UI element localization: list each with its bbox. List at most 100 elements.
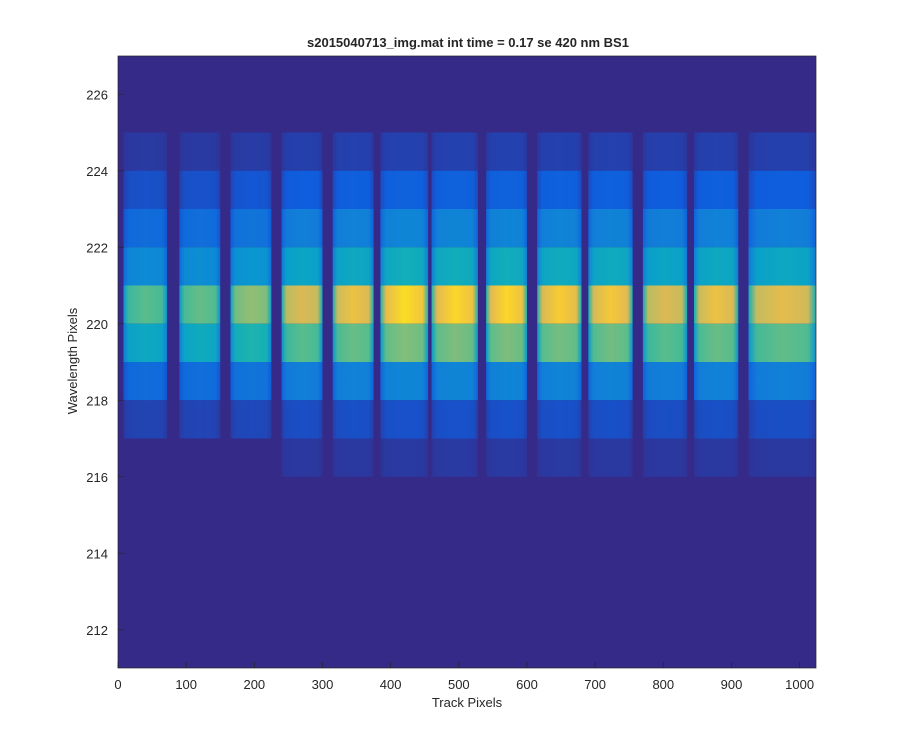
x-tick-label: 100: [175, 677, 197, 692]
heatmap-cell: [380, 400, 429, 439]
track-band: [537, 132, 582, 477]
track-band: [179, 132, 221, 439]
heatmap-cell: [486, 362, 527, 401]
track-band: [748, 132, 816, 477]
heatmap-cell: [537, 323, 582, 362]
heatmap-cell: [486, 132, 527, 171]
heatmap-cell: [588, 362, 633, 401]
y-axis: 212 214 216 218 220 222 224 226: [86, 87, 124, 638]
y-tick-label: 224: [86, 164, 108, 179]
heatmap-cell: [642, 209, 688, 248]
heatmap-cell: [748, 209, 816, 248]
heatmap-cell: [380, 170, 429, 209]
x-tick-label: 700: [584, 677, 606, 692]
y-axis-label: Wavelength Pixels: [65, 307, 80, 414]
heatmap-cell: [179, 132, 221, 171]
track-band: [230, 132, 272, 439]
heatmap-cell: [281, 247, 323, 286]
heatmap-cell: [332, 285, 374, 324]
heatmap-cell: [588, 285, 633, 324]
heatmap-cell: [281, 400, 323, 439]
heatmap-cell: [748, 285, 816, 324]
heatmap-cell: [123, 170, 168, 209]
heatmap-cell: [431, 132, 478, 171]
heatmap-cell: [380, 132, 429, 171]
track-band: [431, 132, 478, 477]
heatmap-cell: [380, 362, 429, 401]
heatmap-cell: [179, 323, 221, 362]
y-tick-label: 212: [86, 623, 108, 638]
heatmap-cell: [380, 285, 429, 324]
heatmap-cell: [380, 438, 429, 477]
heatmap-cell: [431, 209, 478, 248]
heatmap-cell: [281, 285, 323, 324]
heatmap-cell: [588, 209, 633, 248]
heatmap-cell: [123, 132, 168, 171]
heatmap-cell: [588, 170, 633, 209]
heatmap-cell: [380, 323, 429, 362]
heatmap-cell: [748, 362, 816, 401]
track-band: [123, 132, 168, 439]
heatmap-cell: [693, 132, 739, 171]
heatmap-cell: [693, 247, 739, 286]
heatmap-cell: [693, 209, 739, 248]
heatmap-cell: [431, 285, 478, 324]
heatmap-cell: [230, 400, 272, 439]
heatmap-cell: [431, 400, 478, 439]
x-tick-label: 900: [721, 677, 743, 692]
heatmap-cell: [431, 362, 478, 401]
heatmap-cell: [748, 247, 816, 286]
heatmap-cell: [642, 132, 688, 171]
x-tick-label: 300: [312, 677, 334, 692]
heatmap-cell: [693, 400, 739, 439]
y-tick-label: 220: [86, 317, 108, 332]
heatmap-cell: [537, 209, 582, 248]
heatmap-cell: [332, 209, 374, 248]
heatmap-cell: [230, 209, 272, 248]
heatmap-cell: [281, 362, 323, 401]
heatmap-cell: [486, 285, 527, 324]
heatmap-cell: [748, 438, 816, 477]
heatmap-cell: [332, 362, 374, 401]
heatmap-cell: [588, 323, 633, 362]
heatmap-cell: [748, 400, 816, 439]
x-tick-label: 0: [114, 677, 121, 692]
x-tick-label: 1000: [785, 677, 814, 692]
track-band: [642, 132, 688, 477]
heatmap-cell: [588, 400, 633, 439]
heatmap-cell: [332, 170, 374, 209]
y-tick-label: 214: [86, 546, 108, 561]
heatmap-cell: [693, 323, 739, 362]
heatmap-cell: [748, 323, 816, 362]
heatmap-cell: [431, 170, 478, 209]
y-tick-label: 222: [86, 240, 108, 255]
heatmap-cell: [179, 285, 221, 324]
track-band: [693, 132, 739, 477]
heatmap-cell: [642, 362, 688, 401]
heatmap-cell: [230, 285, 272, 324]
heatmap-cell: [380, 209, 429, 248]
heatmap-cell: [537, 362, 582, 401]
heatmap-cell: [431, 247, 478, 286]
heatmap-cell: [486, 170, 527, 209]
heatmap-cell: [748, 132, 816, 171]
heatmap-cell: [588, 247, 633, 286]
heatmap-cell: [230, 362, 272, 401]
heatmap-cell: [123, 400, 168, 439]
heatmap-cell: [642, 400, 688, 439]
heatmap-cell: [123, 323, 168, 362]
track-band: [486, 132, 527, 477]
heatmap-cell: [332, 132, 374, 171]
heatmap-cell: [642, 438, 688, 477]
heatmap-cell: [642, 247, 688, 286]
track-band: [380, 132, 429, 477]
heatmap-cell: [486, 323, 527, 362]
heatmap-cell: [179, 209, 221, 248]
heatmap-cell: [693, 438, 739, 477]
heatmap-cell: [588, 438, 633, 477]
heatmap-cell: [230, 170, 272, 209]
heatmap-cell: [123, 247, 168, 286]
heatmap-cell: [431, 323, 478, 362]
x-axis: 0 100 200 300 400 500 600 700 800 900 1000: [114, 662, 814, 692]
heatmap-cell: [486, 400, 527, 439]
